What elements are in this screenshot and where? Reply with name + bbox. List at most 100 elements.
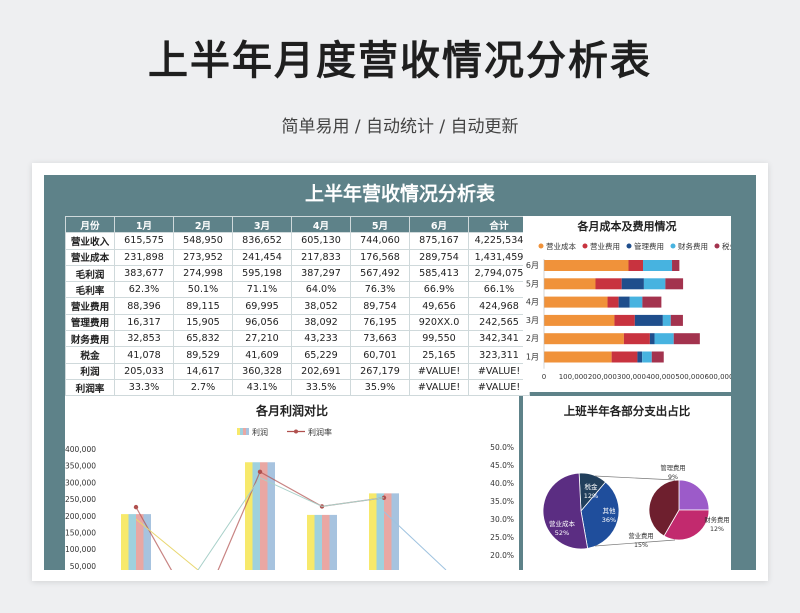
pie-slice-label: 其他 xyxy=(603,506,617,515)
table-cell: 273,952 xyxy=(173,248,233,266)
y-tick-label: 250,000 xyxy=(65,495,96,504)
y2-tick-label: 15.0% xyxy=(490,569,514,570)
table-cell: 875,167 xyxy=(409,232,469,250)
column-header: 4月 xyxy=(291,215,351,234)
table-cell: 73,663 xyxy=(350,330,410,348)
profit-bar-stripe xyxy=(391,493,399,570)
table-cell: 2,794,075 xyxy=(468,264,530,283)
category-label: 3月 xyxy=(526,316,539,325)
cost-chart: 各月成本及费用情况 营业成本 营业费用 管理费用 财务费用 税金 6月 5月 4月 3月 2月 1月… xyxy=(523,216,731,392)
table-cell: 38,092 xyxy=(291,313,351,332)
cost-bar-segment xyxy=(544,278,596,290)
table-cell: #VALUE! xyxy=(468,362,530,380)
cost-bar-segment xyxy=(651,351,664,363)
y2-tick-label: 25.0% xyxy=(490,533,514,542)
table-cell: 289,754 xyxy=(409,248,469,266)
pie-slice-pct: 12% xyxy=(584,492,598,500)
expense-pie-svg: 上班半年各部分支出占比 税金12%其他36%营业成本52%管理费用9%财务费用1… xyxy=(542,404,730,550)
cost-bar-segment xyxy=(623,333,650,345)
cost-bar-segment xyxy=(614,314,635,326)
column-header: 6月 xyxy=(409,215,469,234)
profit-bar-stripe xyxy=(314,514,322,570)
table-cell: 88,396 xyxy=(114,297,174,315)
y-tick-label: 100,000 xyxy=(65,545,96,554)
table-cell: 615,575 xyxy=(114,232,174,250)
column-header: 月份 xyxy=(65,215,115,234)
legend-line-marker xyxy=(294,429,298,434)
pie-slice-pct: 36% xyxy=(602,516,616,524)
table-cell: 60,701 xyxy=(350,346,410,364)
y-tick-label: 400,000 xyxy=(65,445,96,454)
category-label: 2月 xyxy=(526,334,539,343)
x-tick-label: 0 xyxy=(542,373,546,381)
profit-trend-line xyxy=(383,511,447,570)
cost-bar-segment xyxy=(544,296,608,308)
cost-bar-segment xyxy=(642,260,673,271)
table-cell: 342,341 xyxy=(468,330,530,348)
legend-bar-swatch xyxy=(240,428,243,435)
legend-label: 利润率 xyxy=(308,427,332,437)
table-cell: 202,691 xyxy=(291,362,351,380)
x-tick-label: 100,000 xyxy=(559,373,588,381)
cost-bar-segment xyxy=(544,351,612,363)
table-cell: 1,431,459 xyxy=(468,248,530,266)
table-cell: 567,492 xyxy=(350,264,410,283)
row-header: 财务费用 xyxy=(65,330,115,348)
column-header: 合计 xyxy=(468,215,530,234)
table-row: 管理费用 16,317 15,905 96,056 38,092 76,195 920XX.… xyxy=(65,313,530,332)
cost-bar-segment xyxy=(628,260,643,271)
x-tick-label: 300,000 xyxy=(617,373,646,381)
expense-pie-chart: 上班半年各部分支出占比 税金 12% 其他 36% 营业成本 52% 管理费用 9% 财务费用 1… xyxy=(523,396,731,570)
table-row: 营业收入 615,575 548,950 836,652 605,130 744,060 8… xyxy=(65,232,530,250)
legend-label: 营业费用 xyxy=(590,241,620,251)
cost-bar-segment xyxy=(649,333,655,345)
y2-tick-label: 50.0% xyxy=(490,443,514,452)
cost-bar-segment xyxy=(637,351,643,363)
sub-pie-pct: 15% xyxy=(634,542,648,549)
table-cell: 605,130 xyxy=(291,232,351,250)
sub-pie-pct: 12% xyxy=(710,526,724,533)
column-header: 2月 xyxy=(173,215,233,234)
table-row: 营业费用 88,396 89,115 69,995 38,052 89,754 49,656… xyxy=(65,297,530,315)
table-cell: 205,033 xyxy=(114,362,174,380)
table-cell: 66.1% xyxy=(468,281,530,299)
table-cell: 89,754 xyxy=(350,297,410,315)
profit-bar xyxy=(307,514,337,570)
page-title: 上半年月度营收情况分析表 xyxy=(148,38,652,84)
page-subtitle: 简单易用 / 自动统计 / 自动更新 xyxy=(281,117,519,137)
y2-tick-label: 20.0% xyxy=(490,551,514,560)
column-header: 5月 xyxy=(350,215,410,234)
table-cell: 585,413 xyxy=(409,264,469,283)
profit-bar-stripe xyxy=(267,462,275,570)
cost-bar-segment xyxy=(634,314,663,326)
sub-pie-slice xyxy=(678,479,710,511)
profit-bar-stripe xyxy=(245,462,253,570)
profit-rate-point xyxy=(257,469,263,475)
sub-pie-label: 营业费用 xyxy=(628,531,653,540)
table-cell: 360,328 xyxy=(232,362,292,380)
sub-pie-slice xyxy=(648,479,680,537)
table-cell: #VALUE! xyxy=(409,362,469,380)
profit-bar-stripe xyxy=(307,514,315,570)
y2-tick-label: 45.0% xyxy=(490,461,514,470)
profit-trend-line xyxy=(135,518,199,570)
category-label: 5月 xyxy=(526,279,539,288)
cost-bar-segment xyxy=(673,333,700,345)
y-tick-label: 300,000 xyxy=(65,478,96,487)
profit-bar-stripe xyxy=(260,462,268,570)
cost-bar-segment xyxy=(544,260,629,271)
sub-pie-label: 财务费用 xyxy=(704,515,729,524)
table-cell: 274,998 xyxy=(173,264,233,283)
category-label: 6月 xyxy=(526,261,539,270)
table-cell: 323,311 xyxy=(468,346,530,364)
pie-connector-line xyxy=(594,475,676,481)
legend-marker xyxy=(626,243,632,249)
legend-marker xyxy=(714,243,720,249)
table-row: 毛利率 62.3% 50.1% 71.1% 64.0% 76.3% 66.9% 66.1% xyxy=(65,281,530,299)
table-cell: 64.0% xyxy=(291,281,351,299)
table-cell: 4,225,534 xyxy=(468,232,530,250)
cost-bar-segment xyxy=(642,296,662,308)
table-cell: 744,060 xyxy=(350,232,410,250)
table-cell: 176,568 xyxy=(350,248,410,266)
table-cell: 76.3% xyxy=(350,281,410,299)
